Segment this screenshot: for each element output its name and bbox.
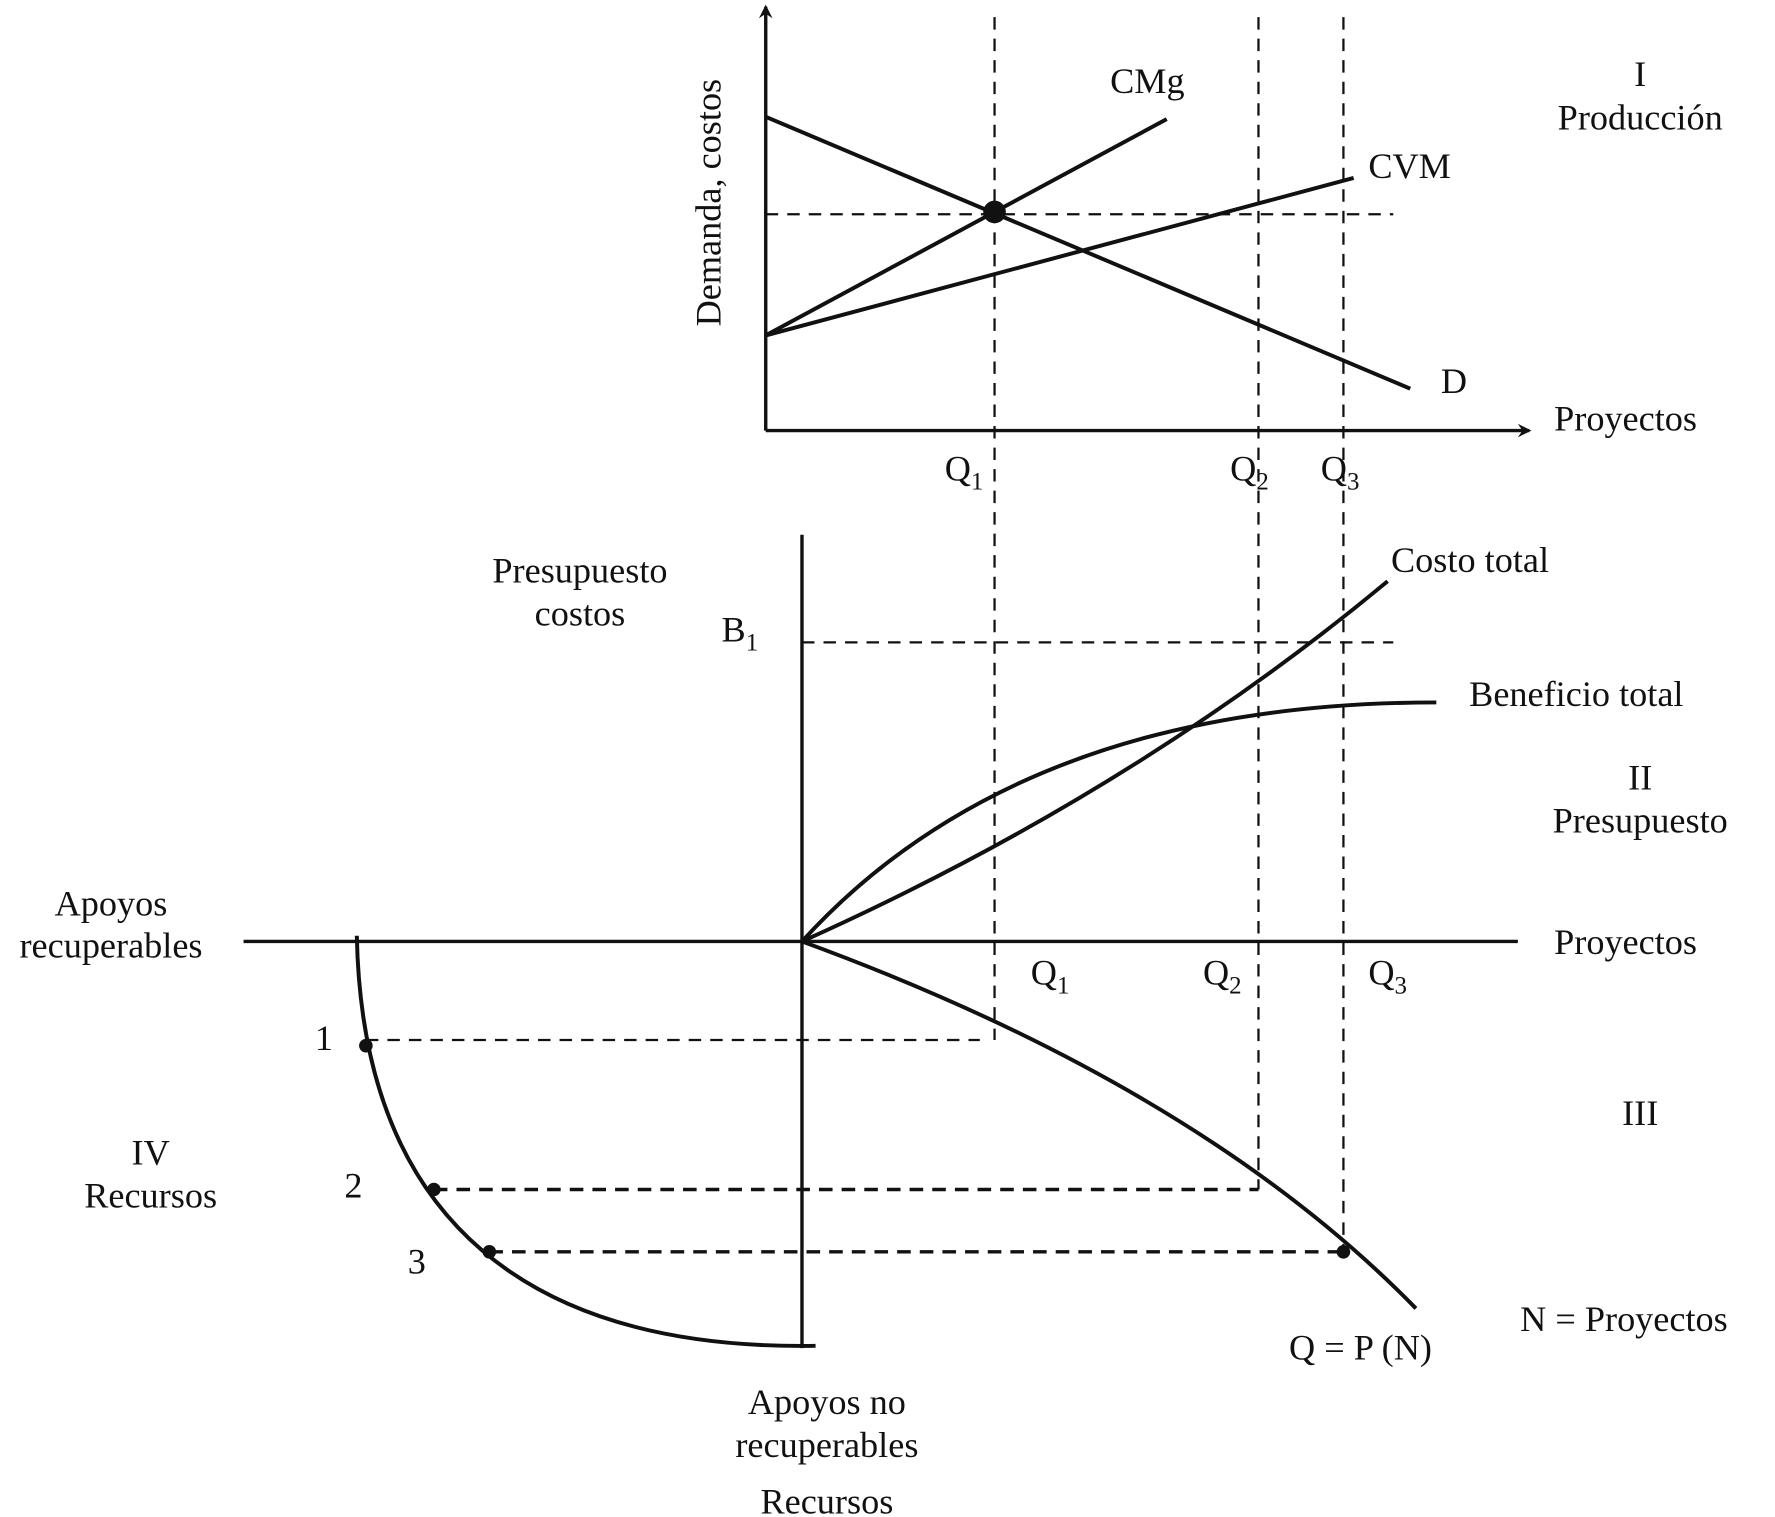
bottom-axis-label-3: Recursos — [760, 1481, 893, 1517]
q3-numeral: III — [1622, 1093, 1658, 1133]
d-label: D — [1441, 361, 1467, 401]
recursos-curve — [354, 935, 816, 1348]
point-1-label: 1 — [315, 1018, 333, 1058]
b1-label: B1 — [722, 609, 759, 656]
bottom-axis-label-2: recuperables — [735, 1425, 918, 1465]
q3-tick-lower: Q3 — [1368, 952, 1407, 999]
q3-resource-point — [1336, 1245, 1351, 1259]
cmg-line — [764, 117, 1168, 338]
q1-tick-lower: Q1 — [1031, 952, 1070, 999]
left-axis-label-1: Apoyos — [55, 883, 168, 923]
point-3-label: 3 — [408, 1241, 426, 1281]
q-p-n-label: Q = P (N) — [1289, 1327, 1432, 1367]
cmg-label: CMg — [1110, 61, 1185, 101]
point-3 — [482, 1245, 497, 1259]
q1-x-axis-label: Proyectos — [1554, 399, 1697, 439]
point-2-label: 2 — [344, 1165, 362, 1205]
q4-name: Recursos — [84, 1176, 217, 1216]
costo-total-curve — [801, 579, 1389, 944]
q1-tick: Q1 — [945, 448, 984, 495]
q1-y-axis-label: Demanda, costos — [688, 79, 728, 327]
q2-tick: Q2 — [1230, 448, 1269, 495]
demand-line — [764, 114, 1412, 391]
costo-total-label: Costo total — [1391, 540, 1549, 580]
point-2 — [427, 1182, 441, 1197]
bottom-axis-label-1: Apoyos no — [748, 1382, 906, 1422]
cvm-line — [765, 176, 1355, 338]
q3-tick: Q3 — [1321, 448, 1360, 495]
cvm-label: CVM — [1368, 146, 1451, 186]
q1-name: Producción — [1558, 97, 1723, 137]
lower-x-axis-label: Proyectos — [1554, 922, 1697, 962]
beneficio-total-label: Beneficio total — [1469, 674, 1683, 714]
q2-tick-lower: Q2 — [1203, 952, 1242, 999]
q2-name: Presupuesto — [1553, 801, 1728, 841]
q2-y-label-2: costos — [535, 593, 626, 633]
q1-numeral: I — [1634, 54, 1646, 94]
q-p-n-curve — [801, 939, 1418, 1310]
point-1 — [359, 1038, 373, 1053]
beneficio-total-curve — [800, 700, 1437, 943]
q4-numeral: IV — [132, 1133, 170, 1173]
q2-y-label-1: Presupuesto — [492, 550, 667, 590]
left-axis-label-2: recuperables — [19, 925, 202, 965]
n-proyectos-note: N = Proyectos — [1520, 1299, 1728, 1339]
q2-numeral: II — [1628, 758, 1652, 798]
